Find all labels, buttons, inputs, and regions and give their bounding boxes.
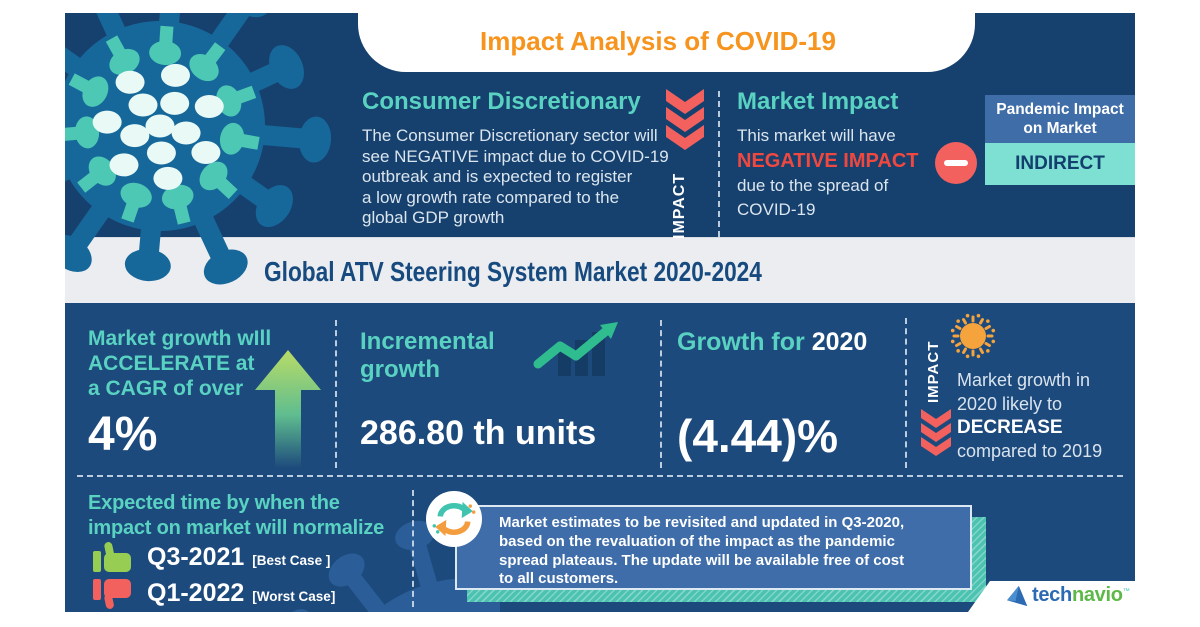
- report-title: Global ATV Steering System Market 2020-2…: [264, 256, 762, 287]
- divider-dashed-vertical-5: [412, 490, 414, 607]
- impact-vertical-label-2: IMPACT: [925, 340, 942, 403]
- cagr-heading: Market growth wIll ACCELERATE at a CAGR …: [88, 327, 272, 400]
- market-impact-line2: due to the spread of: [737, 175, 889, 195]
- logo-tm: ™: [1122, 587, 1130, 595]
- bottom-right-wedge: [968, 581, 1135, 612]
- update-note-text: Market estimates to be revisited and upd…: [499, 514, 905, 588]
- refresh-icon-circle: [426, 491, 482, 547]
- minus-circle-icon: [935, 142, 977, 184]
- pandemic-impact-value: INDIRECT: [985, 143, 1135, 185]
- market-impact-heading: Market Impact: [737, 88, 899, 115]
- logo-text-navio: navio: [1071, 584, 1123, 606]
- impact-2020-emphasis: DECREASE: [957, 417, 1063, 438]
- market-impact-line3: COVID-19: [737, 200, 816, 219]
- growth-2020-label: Growth for: [677, 328, 812, 356]
- pandemic-impact-box: Pandemic Impact on Market INDIRECT: [985, 95, 1135, 185]
- infographic-panel: Impact Analysis of COVID-19 Consumer Dis…: [65, 13, 1135, 612]
- best-case-row: Q3-2021 [Best Case ]: [88, 541, 384, 574]
- banner-title: Impact Analysis of COVID-19: [480, 26, 836, 56]
- consumer-discretionary-block: Consumer Discretionary The Consumer Disc…: [362, 88, 682, 229]
- growth-up-arrow-icon: [255, 350, 321, 468]
- triple-chevron-down-icon: [666, 89, 704, 150]
- consumer-discretionary-body: The Consumer Discretionary sector will s…: [362, 126, 669, 227]
- best-case-value: Q3-2021: [147, 543, 245, 571]
- thumbs-up-icon: [93, 542, 131, 572]
- impact-vertical-label: IMPACT: [671, 172, 688, 239]
- divider-dashed-vertical-2: [335, 320, 337, 468]
- growth-2020-value: (4.44)%: [677, 410, 839, 462]
- banner-tab: [358, 13, 975, 72]
- best-case-label: [Best Case ]: [252, 553, 331, 568]
- worst-case-row: Q1-2022 [Worst Case]: [88, 577, 384, 610]
- thumbs-down-icon: [93, 579, 131, 609]
- growth-2020-stat: Growth for 2020 (4.44)%: [677, 328, 868, 462]
- divider-dashed-vertical-4: [905, 318, 907, 468]
- logo-text-tech: tech: [1032, 584, 1072, 606]
- impact-2020-text: Market growth in 2020 likely to DECREASE…: [957, 369, 1135, 463]
- coronavirus-illustration: [65, 13, 332, 285]
- update-note-box: Market estimates to be revisited and upd…: [455, 505, 972, 590]
- worst-case-value: Q1-2022: [147, 579, 245, 607]
- divider-dashed-horizontal: [77, 475, 1123, 477]
- refresh-arrows-icon: [432, 501, 476, 537]
- normalize-heading: Expected time by when the impact on mark…: [88, 492, 385, 539]
- incremental-growth-value: 286.80 th units: [360, 414, 597, 452]
- impact-2020-line3: compared to 2019: [957, 440, 1103, 461]
- worst-case-label: [Worst Case]: [252, 589, 336, 604]
- incremental-growth-heading: Incremental growth: [360, 328, 495, 383]
- technavio-logo: tech navio ™: [1007, 584, 1130, 607]
- technavio-logo-icon: [1007, 585, 1028, 606]
- virus-icon-orange: [950, 313, 996, 359]
- trend-chart-icon: [533, 322, 618, 376]
- impact-2020-line1: Market growth in: [957, 370, 1091, 390]
- triple-chevron-down-icon-2: [921, 409, 951, 456]
- incremental-growth-stat: Incremental growth 286.80 th units: [360, 328, 596, 452]
- market-impact-line1: This market will have: [737, 126, 896, 145]
- consumer-discretionary-heading: Consumer Discretionary: [362, 88, 641, 115]
- divider-dashed-vertical-3: [660, 320, 662, 468]
- cagr-stat: Market growth wIll ACCELERATE at a CAGR …: [88, 326, 271, 462]
- normalize-block: Expected time by when the impact on mark…: [88, 491, 384, 610]
- pandemic-impact-header: Pandemic Impact on Market: [985, 95, 1135, 143]
- growth-2020-year: 2020: [811, 328, 868, 356]
- impact-2020-line2: 2020 likely to: [957, 393, 1063, 414]
- divider-dashed-vertical-1: [718, 91, 720, 237]
- cagr-value: 4%: [88, 408, 158, 461]
- negative-impact-text: NEGATIVE IMPACT: [737, 149, 919, 172]
- market-impact-block: Market Impact This market will have NEGA…: [737, 88, 967, 223]
